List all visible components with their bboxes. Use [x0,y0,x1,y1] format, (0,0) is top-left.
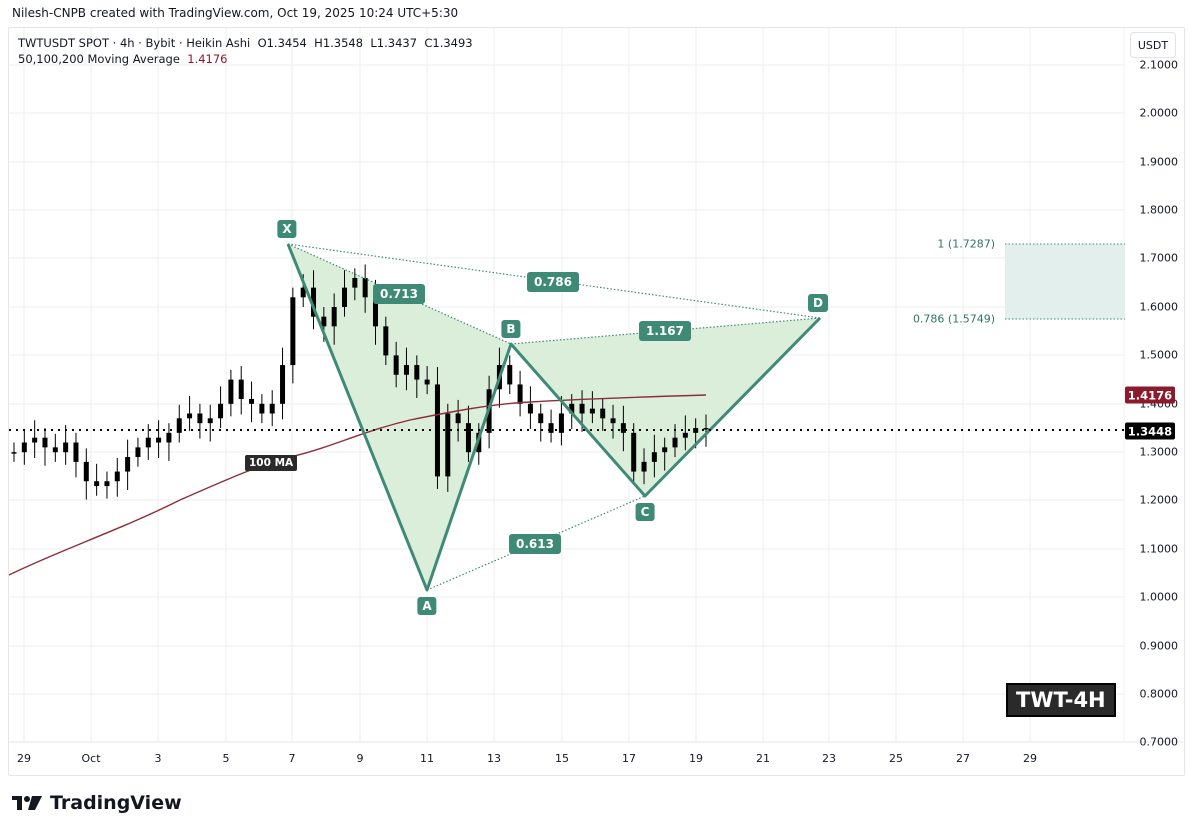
y-tick: 0.8000 [1139,687,1179,701]
ratio-label-xd[interactable]: 0.786 [527,272,579,292]
y-tick: 2.1000 [1139,58,1179,72]
point-label-a[interactable]: A [417,597,437,615]
tradingview-logo[interactable]: TradingView [12,792,182,814]
symbol-info[interactable]: TWTUSDT SPOT · 4h · Bybit · Heikin Ashi [18,36,251,50]
ma-price-tag: 1.4176 [1125,386,1175,404]
x-tick: 29 [17,752,31,765]
chart-credit: Nilesh-CNPB created with TradingView.com… [12,6,459,20]
ratio-label-bd[interactable]: 1.167 [639,321,691,341]
fib-label-bottom: 0.786 (1.5749) [912,312,995,326]
y-tick: 1.5000 [1139,348,1179,362]
pattern-triangle-bcd [511,318,820,496]
point-label-c[interactable]: C [635,503,655,521]
x-tick: 29 [1023,752,1037,765]
indicator-value: 1.4176 [187,52,228,66]
x-tick: 17 [622,752,636,765]
ohlc-high: H1.3548 [314,36,364,50]
x-tick: Oct [81,752,101,765]
ohlc-open: O1.3454 [257,36,307,50]
x-tick: 27 [956,752,970,765]
x-tick: 5 [222,752,230,765]
x-tick: 19 [689,752,703,765]
tradingview-brand: TradingView [50,792,182,814]
y-tick: 1.8000 [1139,203,1179,217]
y-tick: 1.0000 [1139,590,1179,604]
point-label-d[interactable]: D [808,294,828,312]
x-tick: 13 [487,752,501,765]
point-label-x[interactable]: X [277,220,297,238]
symbol-line[interactable]: TWTUSDT SPOT · 4h · Bybit · Heikin Ashi … [18,35,473,51]
x-tick: 7 [288,752,296,765]
y-tick: 1.2000 [1139,493,1179,507]
x-tick: 21 [756,752,770,765]
x-tick: 15 [555,752,569,765]
y-tick: 1.7000 [1139,251,1179,265]
x-tick: 23 [822,752,836,765]
y-tick: 1.6000 [1139,300,1179,314]
symbol-watermark: TWT-4H [1006,683,1116,717]
x-tick: 11 [420,752,434,765]
y-tick: 2.0000 [1139,106,1179,120]
last-price-tag: 1.3448 [1125,422,1175,440]
ohlc-low: L1.3437 [370,36,418,50]
currency-unit-button[interactable]: USDT [1130,32,1176,58]
y-tick: 1.1000 [1139,542,1179,556]
y-tick: 0.9000 [1139,639,1179,653]
indicator-line[interactable]: 50,100,200 Moving Average 1.4176 [18,51,473,67]
target-zone[interactable] [1005,244,1125,319]
tradingview-logo-icon [12,794,44,812]
indicator-name[interactable]: 50,100,200 Moving Average [18,52,180,66]
fib-label-top: 1 (1.7287) [937,237,995,251]
ratio-label-ac[interactable]: 0.613 [509,534,561,554]
ma-100-label: 100 MA [245,455,298,471]
ratio-label-xb[interactable]: 0.713 [373,284,425,304]
x-tick: 25 [889,752,903,765]
x-tick: 3 [154,752,162,765]
grid-vertical [23,28,1031,742]
y-tick: 1.9000 [1139,155,1179,169]
chart-frame [8,27,1185,776]
point-label-b[interactable]: B [501,320,521,338]
ohlc-close: C1.3493 [424,36,473,50]
y-tick: 0.7000 [1139,735,1179,749]
chart-legend: TWTUSDT SPOT · 4h · Bybit · Heikin Ashi … [18,35,473,67]
x-tick: 9 [356,752,364,765]
y-tick: 1.3000 [1139,445,1179,459]
